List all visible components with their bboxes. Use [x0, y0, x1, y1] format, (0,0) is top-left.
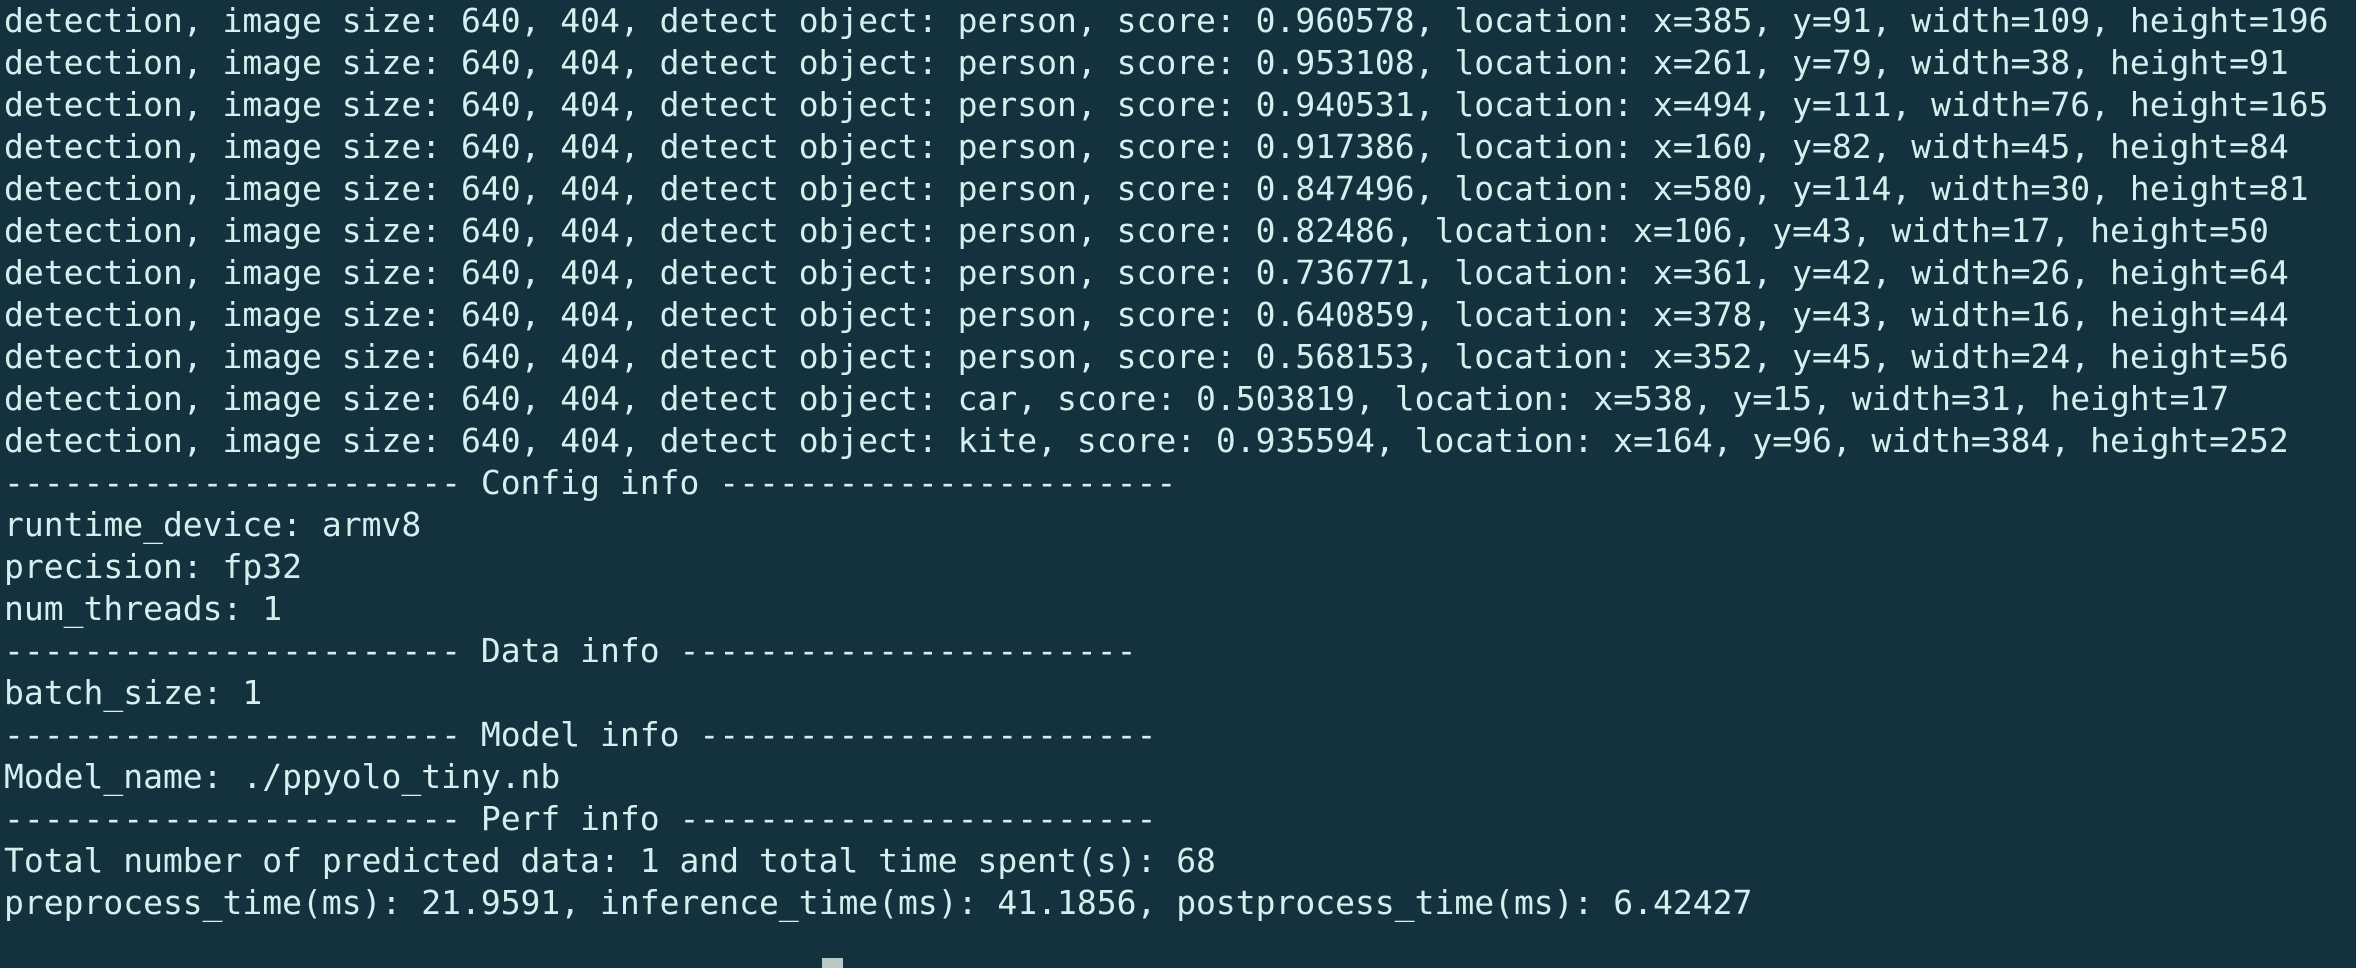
terminal-line: detection, image size: 640, 404, detect … — [4, 379, 2230, 418]
terminal-line: detection, image size: 640, 404, detect … — [4, 337, 2289, 376]
terminal-line: detection, image size: 640, 404, detect … — [4, 295, 2289, 334]
terminal-line: precision: fp32 — [4, 547, 303, 586]
terminal-line: preprocess_time(ms): 21.9591, inference_… — [4, 883, 1753, 922]
terminal-line: num_threads: 1 — [4, 589, 283, 628]
terminal-line: detection, image size: 640, 404, detect … — [4, 421, 2289, 460]
terminal-line: detection, image size: 640, 404, detect … — [4, 253, 2289, 292]
terminal-line: Total number of predicted data: 1 and to… — [4, 841, 1216, 880]
terminal-line: detection, image size: 640, 404, detect … — [4, 43, 2289, 82]
terminal-line: ----------------------- Perf info ------… — [4, 799, 1157, 838]
terminal-line: detection, image size: 640, 404, detect … — [4, 1, 2329, 40]
terminal-line: runtime_device: armv8 — [4, 505, 422, 544]
terminal-line: detection, image size: 640, 404, detect … — [4, 169, 2309, 208]
terminal-line: Model_name: ./ppyolo_tiny.nb — [4, 757, 561, 796]
terminal-line: detection, image size: 640, 404, detect … — [4, 211, 2269, 250]
terminal-line: batch_size: 1 — [4, 673, 263, 712]
terminal-output: detection, image size: 640, 404, detect … — [4, 0, 2356, 924]
terminal-line: detection, image size: 640, 404, detect … — [4, 127, 2289, 166]
terminal-line: ----------------------- Data info ------… — [4, 631, 1137, 670]
terminal-line: ----------------------- Model info -----… — [4, 715, 1157, 754]
terminal-line: ----------------------- Config info ----… — [4, 463, 1177, 502]
terminal-line: detection, image size: 640, 404, detect … — [4, 85, 2329, 124]
terminal-cursor — [822, 958, 843, 968]
